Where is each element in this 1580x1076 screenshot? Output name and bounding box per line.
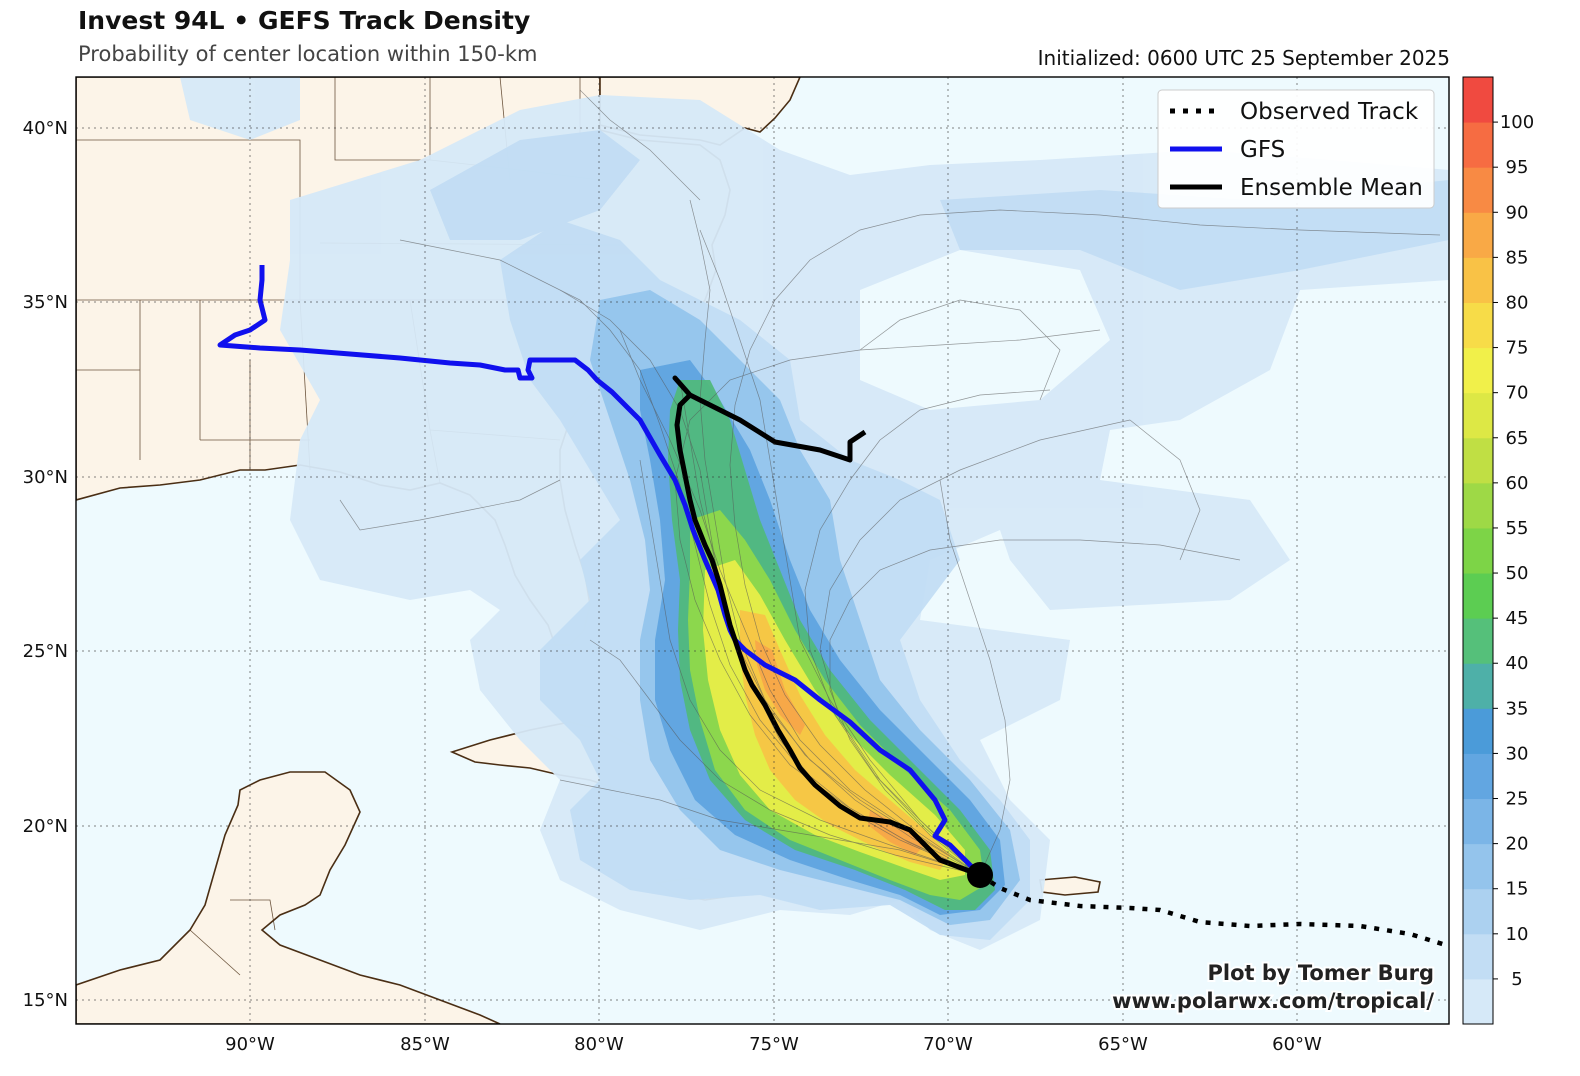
colorbar-segment [1463, 347, 1493, 394]
colorbar-label: 55 [1506, 518, 1529, 539]
colorbar-label: 80 [1506, 292, 1529, 313]
lon-label: 75°W [749, 1034, 799, 1055]
chart-title: Invest 94L • GEFS Track Density [78, 6, 531, 35]
legend-observed-label: Observed Track [1240, 99, 1419, 125]
lat-label: 40°N [23, 118, 68, 139]
colorbar-label: 85 [1506, 247, 1529, 268]
colorbar-label: 5 [1511, 969, 1522, 990]
credit-url: www.polarwx.com/tropical/ [1112, 989, 1434, 1013]
map-frame [75, 76, 1450, 1025]
current-position-marker [967, 862, 993, 888]
colorbar-label: 30 [1506, 743, 1529, 764]
lon-label: 80°W [574, 1034, 624, 1055]
credit-author: Plot by Tomer Burg [1208, 961, 1435, 985]
colorbar-label: 40 [1506, 653, 1529, 674]
initialized-timestamp: Initialized: 0600 UTC 25 September 2025 [1037, 46, 1450, 70]
colorbar-segment [1463, 437, 1493, 484]
lat-label: 35°N [23, 292, 68, 313]
colorbar-label: 50 [1506, 563, 1529, 584]
colorbar-segment [1463, 302, 1493, 349]
lat-label: 25°N [23, 641, 68, 662]
colorbar-segment [1463, 122, 1493, 168]
colorbar-segment [1463, 843, 1493, 890]
colorbar-segment [1463, 978, 1493, 1025]
puerto-rico [1039, 876, 1101, 896]
colorbar-label: 20 [1506, 834, 1529, 855]
colorbar: 5 10 15 20 25 30 35 40 45 50 55 60 65 70 75 80 85 90 95 100 [1462, 76, 1534, 1025]
colorbar-segment [1463, 392, 1493, 439]
colorbar-segment [1463, 257, 1493, 303]
colorbar-segment [1463, 573, 1493, 619]
chart-subtitle: Probability of center location within 15… [78, 42, 538, 66]
ensemble-members [339, 89, 1441, 876]
colorbar-segment [1463, 482, 1493, 529]
colorbar-label: 10 [1506, 924, 1529, 945]
legend-gfs-label: GFS [1240, 137, 1285, 163]
lon-label: 65°W [1098, 1034, 1148, 1055]
lon-label: 90°W [225, 1034, 275, 1055]
colorbar-segment [1463, 888, 1493, 935]
colorbar-frame [1462, 76, 1494, 1025]
colorbar-label: 75 [1506, 338, 1529, 359]
colorbar-segment [1463, 708, 1493, 754]
colorbar-segment [1463, 798, 1493, 845]
gfs-track-line [217, 265, 982, 877]
lon-label: 70°W [923, 1034, 973, 1055]
colorbar-segment [1463, 618, 1493, 664]
colorbar-label: 60 [1506, 473, 1529, 494]
colorbar-label: 90 [1506, 202, 1529, 223]
gridlines [76, 77, 1449, 1024]
lon-label: 85°W [400, 1034, 450, 1055]
colorbar-label: 35 [1506, 698, 1529, 719]
lat-label: 30°N [23, 467, 68, 488]
central-america-land [76, 771, 501, 1024]
lat-label: 20°N [23, 816, 68, 837]
legend: Observed Track GFS Ensemble Mean [1157, 89, 1435, 209]
legend-mean-label: Ensemble Mean [1240, 175, 1423, 201]
ensemble-mean-line [672, 375, 981, 878]
colorbar-label: 70 [1506, 383, 1529, 404]
latitude-labels: 40°N 35°N 30°N 25°N 20°N 15°N [23, 118, 68, 1011]
colorbar-label: 15 [1506, 879, 1529, 900]
lat-label: 15°N [23, 990, 68, 1011]
colorbar-label: 45 [1506, 608, 1529, 629]
colorbar-label: 95 [1506, 157, 1529, 178]
longitude-labels: 90°W 85°W 80°W 75°W 70°W 65°W 60°W [225, 1034, 1322, 1055]
lon-label: 60°W [1272, 1034, 1322, 1055]
colorbar-segment [1463, 663, 1493, 709]
colorbar-segment [1463, 753, 1493, 800]
colorbar-label: 100 [1500, 112, 1534, 133]
colorbar-segment [1463, 167, 1493, 213]
colorbar-label: 25 [1506, 789, 1529, 810]
colorbar-segment [1463, 933, 1493, 980]
colorbar-segment [1463, 527, 1493, 574]
colorbar-segment [1463, 77, 1493, 123]
colorbar-segment [1463, 212, 1493, 258]
colorbar-label: 65 [1506, 428, 1529, 449]
